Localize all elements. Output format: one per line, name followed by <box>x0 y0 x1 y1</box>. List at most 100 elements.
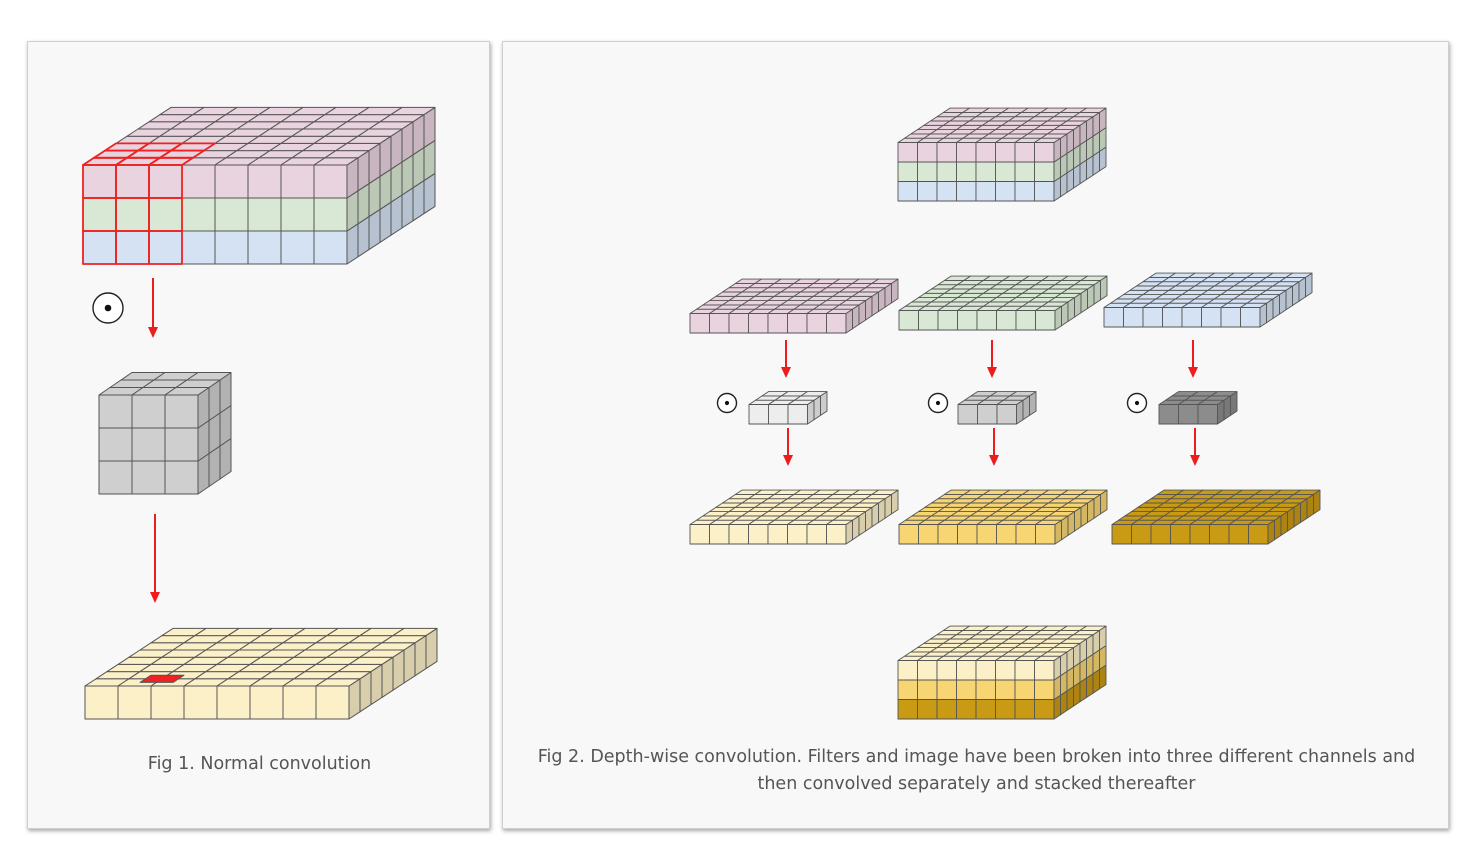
front-face-cell <box>1034 181 1055 202</box>
top-face-cell <box>1079 107 1107 113</box>
front-face-cell <box>975 142 996 163</box>
front-face-cell <box>164 394 199 429</box>
front-face-cell <box>1034 679 1055 700</box>
front-face-cell <box>150 685 185 720</box>
front-face-cell <box>1142 307 1163 328</box>
front-face-cell <box>956 142 977 163</box>
top-face-cell <box>392 627 438 637</box>
front-face-cell <box>1015 524 1036 545</box>
front-face-cell <box>956 699 977 720</box>
front-face-cell <box>98 394 133 429</box>
front-face-cell <box>1014 181 1035 202</box>
odot-operator-icon <box>927 392 949 414</box>
front-face-cell <box>247 230 282 265</box>
front-face-cell <box>1014 161 1035 182</box>
front-face-cell <box>98 460 133 495</box>
top-face-cell <box>1079 625 1107 631</box>
front-face-cell <box>936 679 957 700</box>
front-face-cell <box>897 699 918 720</box>
front-face-cell <box>1035 524 1056 545</box>
front-face-cell <box>247 164 282 199</box>
front-face-cell <box>115 197 150 232</box>
down-arrow-icon <box>150 514 160 603</box>
arrow-head <box>987 367 997 378</box>
odot-dot <box>935 400 941 406</box>
front-face-cell <box>148 197 183 232</box>
front-face-cell <box>1131 524 1152 545</box>
front-face-cell <box>1103 307 1124 328</box>
top-face-cell <box>186 372 232 381</box>
down-arrow-icon <box>989 428 999 466</box>
front-face-cell <box>148 230 183 265</box>
front-face-cell <box>216 685 251 720</box>
down-arrow-icon <box>781 340 791 378</box>
filter-mid <box>957 391 1037 425</box>
front-face-cell <box>709 524 730 545</box>
output-gold <box>898 489 1108 545</box>
front-face-cell <box>975 181 996 202</box>
front-face-cell <box>1123 307 1144 328</box>
arrow-head <box>781 367 791 378</box>
front-face-cell <box>1209 524 1230 545</box>
front-face-cell <box>115 164 150 199</box>
odot-operator-icon <box>1126 392 1148 414</box>
front-face-cell <box>709 313 730 334</box>
front-face-cell <box>748 404 769 425</box>
front-face-cell <box>181 197 216 232</box>
odot-operator-icon <box>716 392 738 414</box>
front-face-cell <box>1150 524 1171 545</box>
front-face-cell <box>936 699 957 720</box>
top-face-cell <box>390 106 436 116</box>
front-face-cell <box>917 181 938 202</box>
front-face-cell <box>1034 660 1055 681</box>
kernel-3x3x3 <box>98 372 232 495</box>
front-face-cell <box>728 313 749 334</box>
top-face-cell <box>1293 489 1321 495</box>
output-pixel-highlight <box>139 674 185 683</box>
highlight-top-cell <box>170 142 216 152</box>
front-face-cell <box>957 524 978 545</box>
fig2-caption: Fig 2. Depth-wise convolution. Filters a… <box>537 747 1416 794</box>
front-face-cell <box>249 685 284 720</box>
front-face-cell <box>1034 161 1055 182</box>
front-face-cell <box>117 685 152 720</box>
front-face-cell <box>956 679 977 700</box>
front-face-cell <box>976 524 997 545</box>
front-face-cell <box>956 161 977 182</box>
arrow-head <box>150 592 160 603</box>
front-face-cell <box>956 181 977 202</box>
top-face-cell <box>1210 391 1238 397</box>
front-face-cell <box>280 230 315 265</box>
front-face-cell <box>315 685 350 720</box>
front-face-cell <box>82 230 117 265</box>
front-face-cell <box>768 404 789 425</box>
front-face-cell <box>748 524 769 545</box>
down-arrow-icon <box>783 428 793 466</box>
front-face-cell <box>1014 142 1035 163</box>
front-face-cell <box>897 181 918 202</box>
front-face-cell <box>131 427 166 462</box>
down-arrow-icon <box>1190 428 1200 466</box>
top-face-cell <box>1080 489 1108 495</box>
front-face-cell <box>1240 307 1261 328</box>
down-arrow-icon <box>1188 340 1198 378</box>
front-face-cell <box>1014 699 1035 720</box>
front-face-cell <box>918 524 939 545</box>
down-arrow-icon <box>148 278 158 338</box>
top-face-cell <box>871 278 899 284</box>
top-face-cell <box>1080 275 1108 281</box>
front-face-cell <box>1158 404 1179 425</box>
front-face-cell <box>995 679 1016 700</box>
front-face-cell <box>280 164 315 199</box>
odot-dot <box>104 304 112 312</box>
front-face-cell <box>917 161 938 182</box>
depthwise-convolution-panel: Fig 2. Depth-wise convolution. Filters a… <box>502 41 1449 829</box>
top-face-cell <box>1009 391 1037 397</box>
fig1-caption: Fig 1. Normal convolution <box>147 754 372 774</box>
front-face-cell <box>936 161 957 182</box>
front-face-cell <box>1015 310 1036 331</box>
front-face-cell <box>917 679 938 700</box>
front-face-cell <box>1189 524 1210 545</box>
front-face-cell <box>787 524 808 545</box>
stacked-output <box>897 625 1107 720</box>
